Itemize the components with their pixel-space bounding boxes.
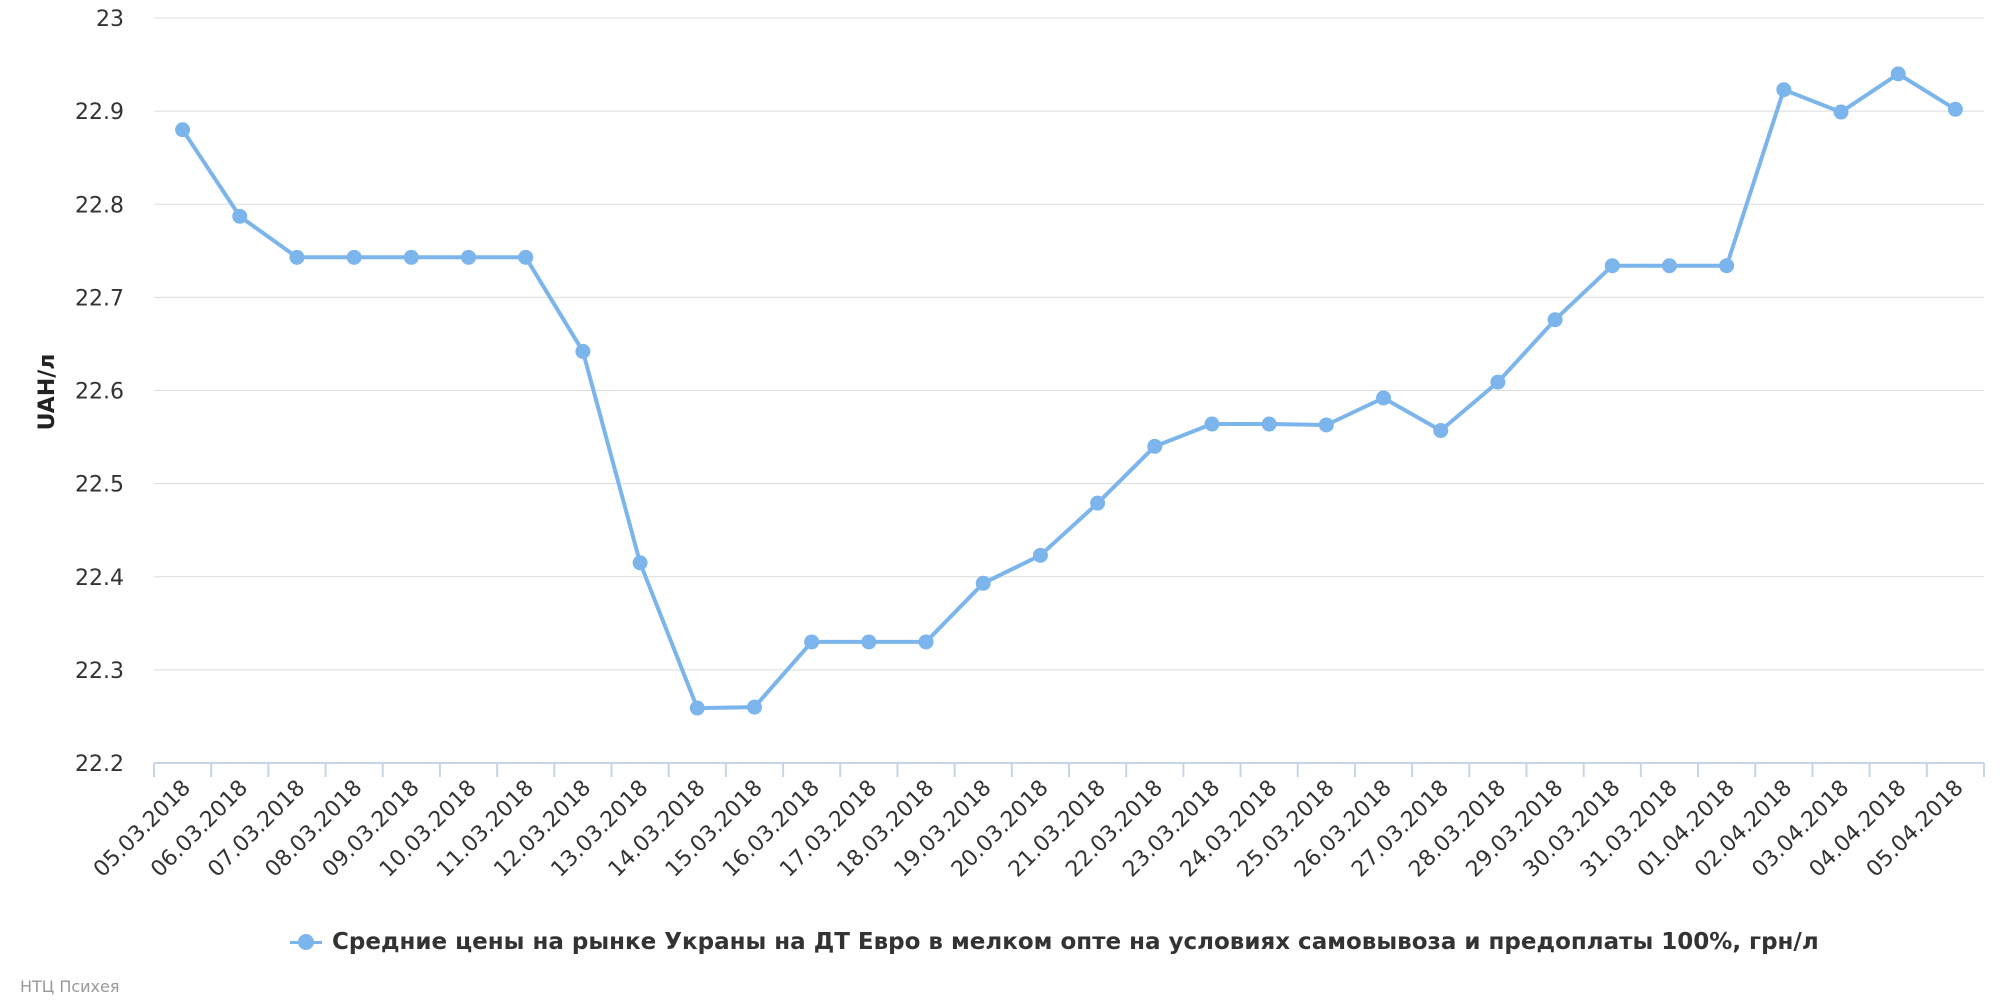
y-tick-label: 22.5 bbox=[75, 473, 124, 498]
data-point bbox=[346, 249, 362, 265]
data-point bbox=[804, 634, 820, 650]
x-axis bbox=[153, 762, 1985, 777]
y-axis-tick-labels: 22.2 22.3 22.4 22.5 22.6 22.7 22.8 22.9 23 bbox=[75, 7, 124, 777]
data-point bbox=[1261, 416, 1277, 432]
y-tick-label: 22.6 bbox=[75, 380, 124, 405]
data-point bbox=[1376, 390, 1392, 406]
data-point bbox=[861, 634, 877, 650]
data-point bbox=[746, 699, 762, 715]
y-tick-label: 23 bbox=[96, 7, 124, 32]
data-point bbox=[289, 249, 305, 265]
data-point bbox=[689, 700, 705, 716]
series-group bbox=[175, 66, 1963, 716]
data-point bbox=[461, 249, 477, 265]
data-point bbox=[975, 575, 991, 591]
y-axis-title: UAH/л bbox=[35, 354, 60, 431]
data-point bbox=[1090, 495, 1106, 511]
y-tick-label: 22.8 bbox=[75, 193, 124, 218]
y-tick-label: 22.3 bbox=[75, 659, 124, 684]
data-point bbox=[1890, 66, 1906, 82]
data-point bbox=[1776, 82, 1792, 98]
y-tick-label: 22.4 bbox=[75, 566, 124, 591]
legend-item-label[interactable]: Средние цены на рынке Украны на ДТ Евро … bbox=[332, 929, 1819, 955]
data-point bbox=[1433, 423, 1449, 439]
legend[interactable]: Средние цены на рынке Украны на ДТ Евро … bbox=[290, 926, 1819, 958]
y-tick-label: 22.9 bbox=[75, 100, 124, 125]
data-point bbox=[1318, 417, 1334, 433]
data-point bbox=[632, 555, 648, 571]
data-point bbox=[1490, 374, 1506, 390]
data-point bbox=[1661, 258, 1677, 274]
data-point bbox=[1604, 258, 1620, 274]
data-point bbox=[1147, 438, 1163, 454]
y-tick-label: 22.2 bbox=[75, 752, 124, 777]
data-point bbox=[575, 343, 591, 359]
data-point bbox=[918, 634, 934, 650]
x-axis-tick-labels: 05.03.201806.03.201807.03.201808.03.2018… bbox=[89, 776, 1969, 883]
data-point bbox=[1947, 101, 1963, 117]
data-point bbox=[232, 208, 248, 224]
grid-lines bbox=[154, 17, 1984, 671]
data-point bbox=[1204, 416, 1220, 432]
data-point bbox=[518, 249, 534, 265]
data-point bbox=[1547, 312, 1563, 328]
data-point bbox=[175, 122, 191, 138]
legend-line-marker-icon bbox=[290, 932, 322, 952]
data-point bbox=[1032, 547, 1048, 563]
data-point bbox=[1833, 104, 1849, 120]
credits-text: НТЦ Психея bbox=[20, 977, 120, 996]
data-point bbox=[403, 249, 419, 265]
y-tick-label: 22.7 bbox=[75, 286, 124, 311]
data-point bbox=[1719, 258, 1735, 274]
series-line bbox=[180, 71, 1958, 711]
